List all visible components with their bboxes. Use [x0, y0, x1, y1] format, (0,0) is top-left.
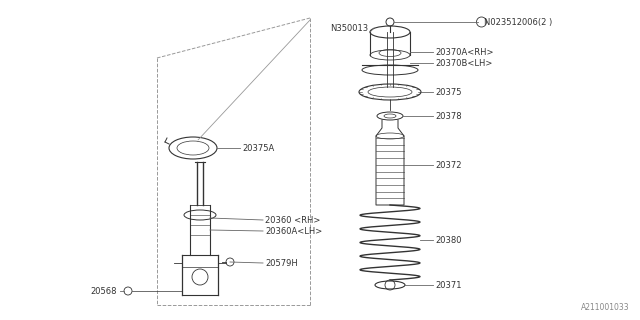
Text: 20371: 20371 [435, 281, 461, 290]
Text: 20380: 20380 [435, 236, 461, 244]
Text: 20370B<LH>: 20370B<LH> [435, 59, 492, 68]
Text: 20375A: 20375A [242, 143, 275, 153]
Text: N023512006(2 ): N023512006(2 ) [484, 18, 552, 27]
Text: 20378: 20378 [435, 111, 461, 121]
Text: 20370A<RH>: 20370A<RH> [435, 47, 493, 57]
Text: 20372: 20372 [435, 161, 461, 170]
Text: 20360A<LH>: 20360A<LH> [265, 227, 323, 236]
Text: 20360 <RH>: 20360 <RH> [265, 215, 321, 225]
Text: 20375: 20375 [435, 87, 461, 97]
Text: 20579H: 20579H [265, 259, 298, 268]
Text: A211001033: A211001033 [581, 303, 630, 312]
Text: 20568: 20568 [90, 286, 116, 295]
Text: N350013: N350013 [330, 23, 368, 33]
